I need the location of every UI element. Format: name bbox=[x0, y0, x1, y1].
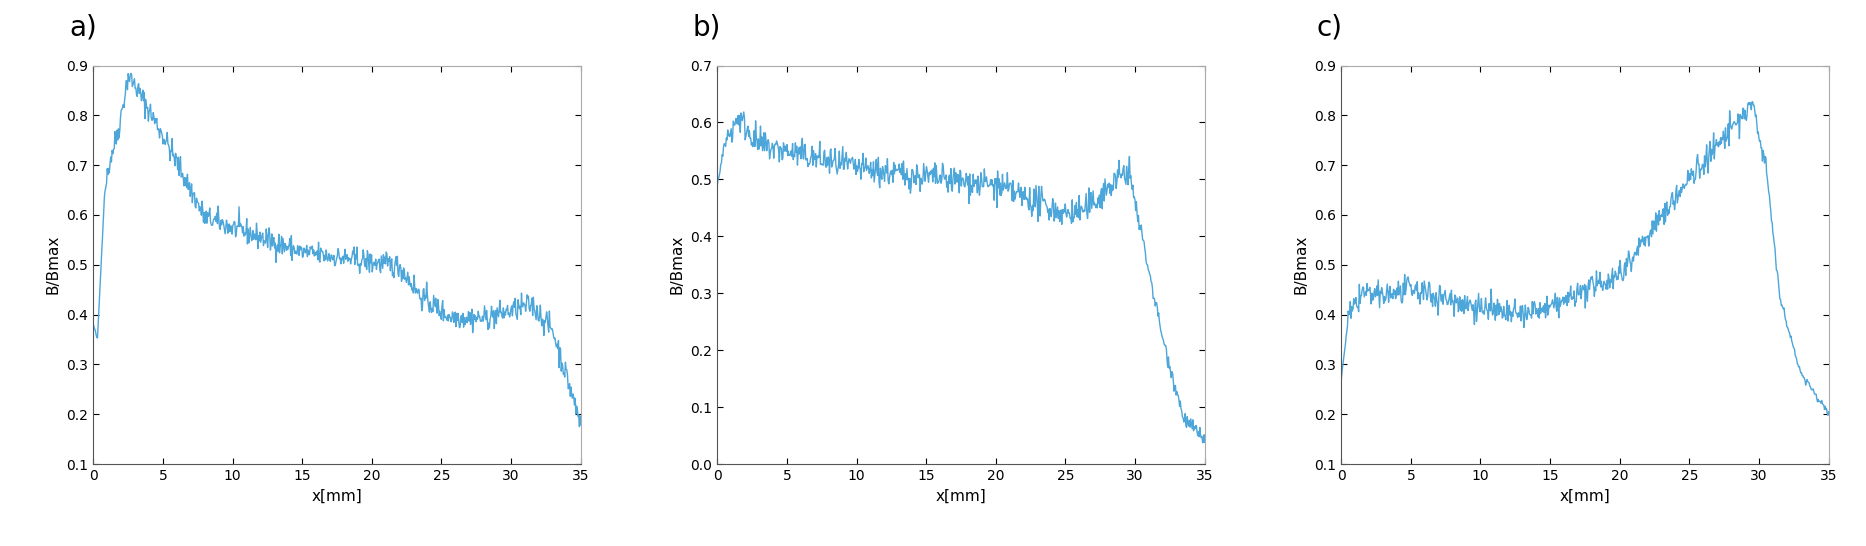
Text: b): b) bbox=[692, 14, 722, 41]
Y-axis label: B/Bmax: B/Bmax bbox=[1293, 235, 1308, 294]
Text: a): a) bbox=[69, 14, 97, 41]
X-axis label: x[mm]: x[mm] bbox=[312, 489, 362, 503]
Text: c): c) bbox=[1317, 14, 1344, 41]
X-axis label: x[mm]: x[mm] bbox=[935, 489, 987, 503]
Y-axis label: B/Bmax: B/Bmax bbox=[670, 235, 685, 294]
Y-axis label: B/Bmax: B/Bmax bbox=[47, 235, 62, 294]
X-axis label: x[mm]: x[mm] bbox=[1560, 489, 1610, 503]
